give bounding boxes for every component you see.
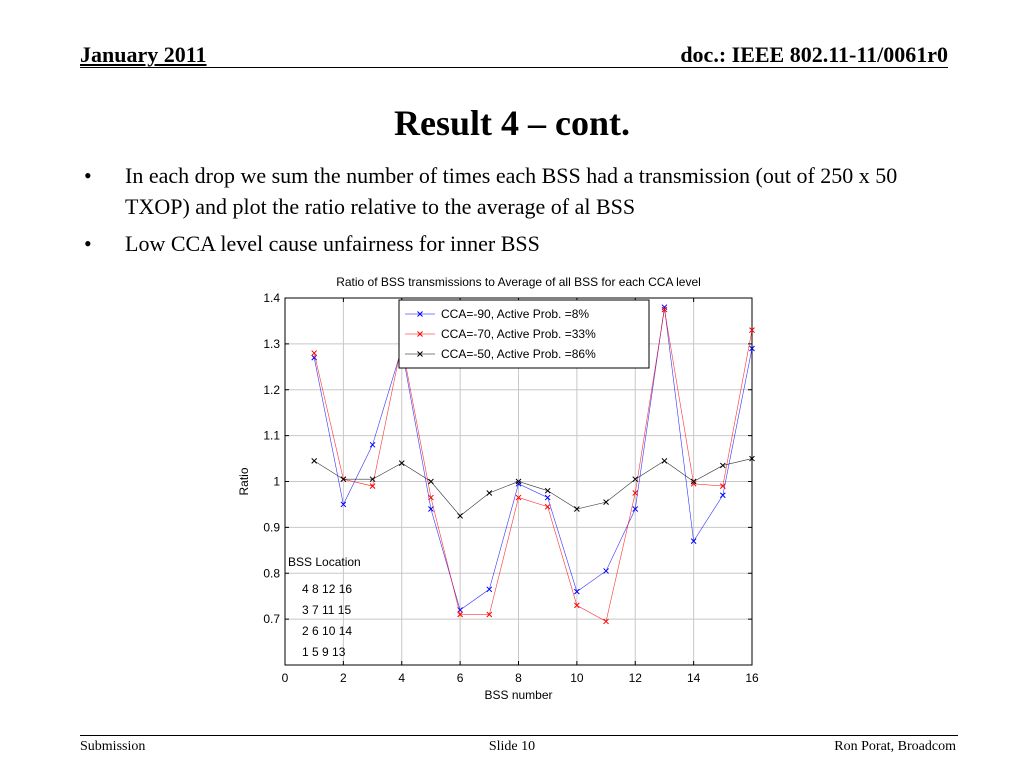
y-tick-label: 1.4 [263, 291, 280, 305]
x-tick-label: 2 [340, 671, 347, 685]
data-point-marker [690, 480, 697, 487]
data-point-marker [574, 588, 580, 595]
data-point-marker [369, 441, 376, 448]
data-point-marker [340, 476, 347, 483]
legend-swatch-marker [417, 331, 423, 337]
bullet-item: • In each drop we sum the number of time… [84, 160, 944, 222]
x-tick-label: 4 [398, 671, 405, 685]
x-tick-label: 0 [282, 671, 289, 685]
y-tick-label: 1 [273, 475, 280, 489]
x-tick-label: 16 [745, 671, 759, 685]
annotation-grid-row: 3 7 11 15 [302, 603, 351, 617]
data-point-marker [603, 499, 609, 505]
legend-label: CCA=-70, Active Prob. =33% [441, 327, 596, 341]
data-point-marker [486, 586, 493, 593]
annotation-grid-row: 1 5 9 13 [302, 645, 346, 659]
annotation-grid-row: 4 8 12 16 [302, 582, 352, 596]
y-tick-label: 0.9 [263, 520, 280, 534]
legend-swatch-marker [417, 311, 423, 317]
y-tick-label: 0.8 [263, 566, 280, 580]
data-point-marker [661, 458, 668, 464]
data-point-marker [749, 327, 755, 333]
data-point-marker [457, 611, 463, 618]
y-tick-label: 1.1 [263, 429, 280, 443]
y-tick-label: 1.3 [263, 337, 280, 351]
legend-swatch-marker [417, 351, 423, 357]
data-point-marker [719, 483, 726, 489]
data-point-marker [574, 602, 580, 609]
footer-rule [80, 735, 958, 736]
annotation-grid-row: 2 6 10 14 [302, 624, 352, 638]
footer-author: Ron Porat, Broadcom [834, 739, 956, 754]
header-doc-id: doc.: IEEE 802.11-11/0061r0 [680, 42, 948, 67]
header-date: January 2011 [80, 42, 207, 67]
bullet-list: • In each drop we sum the number of time… [84, 160, 944, 265]
data-point-marker [632, 506, 639, 512]
annotation-title: BSS Location [288, 555, 361, 569]
data-point-marker [749, 345, 755, 352]
data-point-marker [661, 306, 668, 313]
slide-title: Result 4 – cont. [394, 103, 630, 143]
data-point-marker [340, 501, 347, 508]
bullet-marker: • [84, 163, 92, 188]
data-point-marker [486, 490, 493, 496]
footer-submission: Submission [80, 739, 146, 754]
data-point-marker [719, 462, 726, 469]
data-point-marker [719, 492, 726, 499]
data-point-marker [603, 618, 609, 625]
series-line [313, 307, 753, 611]
data-point-marker [398, 460, 405, 467]
data-point-marker [574, 506, 580, 512]
header-rule [80, 67, 948, 68]
footer-slide-number: Slide 10 [488, 739, 536, 754]
data-point-marker [690, 538, 697, 544]
bullet-text: In each drop we sum the number of times … [125, 163, 898, 219]
bullet-item: • Low CCA level cause unfairness for inn… [84, 228, 944, 259]
legend-box [398, 299, 650, 369]
legend-label: CCA=-90, Active Prob. =8% [441, 307, 589, 321]
x-axis-label: BSS number [484, 688, 552, 702]
data-point-marker [486, 611, 493, 618]
bullet-marker: • [84, 231, 92, 256]
data-point-marker [632, 490, 639, 496]
data-point-marker [428, 478, 434, 485]
y-tick-label: 0.7 [263, 612, 280, 626]
x-tick-label: 12 [629, 671, 643, 685]
y-tick-label: 1.2 [263, 383, 280, 397]
data-point-marker [544, 494, 551, 501]
data-point-marker [369, 483, 376, 489]
y-axis-label: Ratio [237, 467, 251, 495]
x-tick-label: 10 [570, 671, 584, 685]
data-point-marker [457, 513, 463, 519]
data-point-marker [515, 494, 522, 501]
x-tick-label: 8 [515, 671, 522, 685]
data-point-marker [661, 304, 668, 311]
data-point-marker [544, 503, 551, 510]
x-tick-label: 6 [457, 671, 464, 685]
data-point-marker [544, 487, 551, 494]
bullet-text: Low CCA level cause unfairness for inner… [125, 231, 540, 256]
data-point-marker [311, 350, 318, 356]
chart-title: Ratio of BSS transmissions to Average of… [336, 275, 701, 289]
data-point-marker [311, 458, 318, 464]
series-line [314, 458, 753, 517]
data-point-marker [632, 476, 639, 483]
data-point-marker [749, 455, 755, 462]
data-point-marker [690, 478, 697, 485]
data-point-marker [428, 494, 434, 501]
x-tick-label: 14 [687, 671, 701, 685]
ratio-line-chart: 0 2 4 6 8 10 12 14 16 0.7 0.8 0.9 1 1.1 1.2 1.3 1.4 Ratio… [237, 275, 759, 702]
data-point-marker [603, 568, 609, 574]
data-point-marker [428, 506, 434, 512]
legend-label: CCA=-50, Active Prob. =86% [441, 347, 596, 361]
data-point-marker [369, 476, 376, 483]
series-line [313, 309, 753, 622]
data-point-marker [515, 478, 522, 485]
